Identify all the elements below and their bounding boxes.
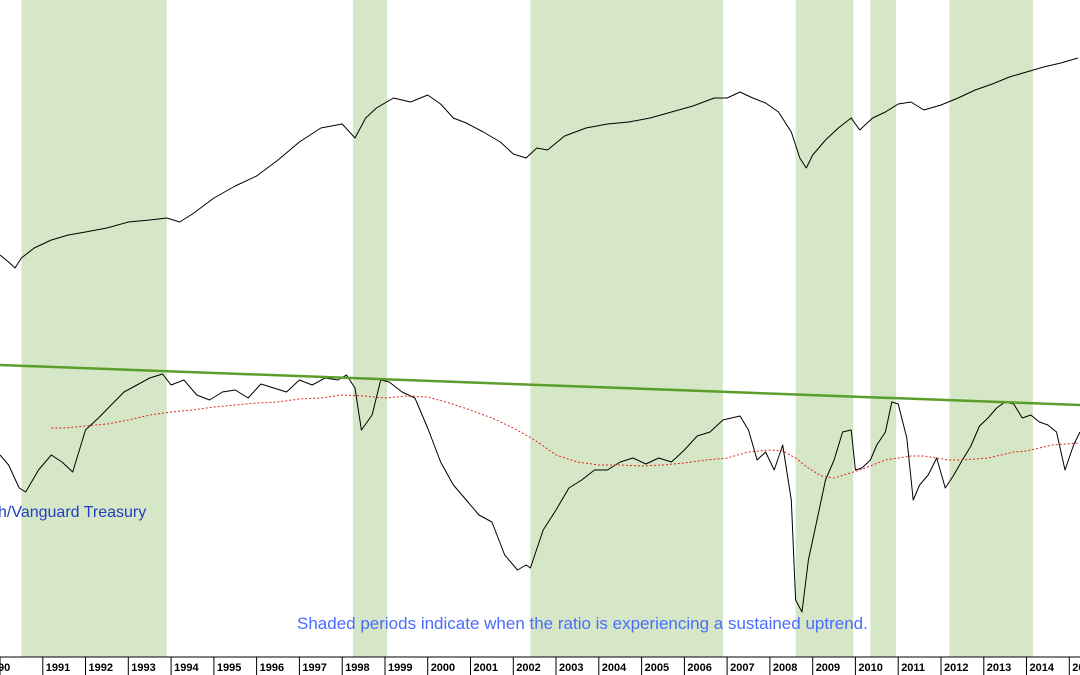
x-tick-label: 2002	[516, 662, 540, 674]
x-tick-label: 1994	[174, 662, 199, 674]
x-tick-label: 2011	[901, 662, 925, 674]
x-tick-label: 1991	[46, 662, 70, 674]
x-tick-label: 90	[0, 662, 10, 674]
x-tick-label: 2005	[645, 662, 669, 674]
x-tick-label: 2010	[858, 662, 882, 674]
x-tick-labels: 90 1991 1992 1993 1994 1995 1996 1997 1998 1999 20…	[0, 662, 1080, 674]
ratio-line	[0, 373, 1080, 613]
moving-average-line	[51, 394, 1078, 479]
x-tick-label: 1993	[131, 662, 155, 674]
shaded-period-1	[21, 0, 167, 657]
x-tick-label: 2006	[687, 662, 711, 674]
x-tick-label: 2001	[474, 662, 498, 674]
price-line	[0, 57, 1079, 269]
shaded-period-6	[949, 0, 1033, 657]
x-tick-label: 1999	[388, 662, 412, 674]
x-tick-label: 1992	[89, 662, 113, 674]
x-axis	[0, 656, 1080, 675]
x-tick-label: 2007	[730, 662, 754, 674]
shaded-periods	[21, 0, 1033, 657]
x-tick-label: 2014	[1030, 662, 1055, 674]
shaded-period-5	[870, 0, 897, 657]
x-tick-label: 20	[1072, 662, 1080, 674]
x-tick-label: 2013	[987, 662, 1011, 674]
x-tick-label: 2008	[773, 662, 797, 674]
x-tick-label: 2003	[559, 662, 583, 674]
x-tick-label: 2012	[944, 662, 968, 674]
x-tick-label: 1996	[260, 662, 284, 674]
x-tick-label: 1997	[302, 662, 326, 674]
shaded-period-4	[795, 0, 854, 657]
x-tick-label: 1995	[217, 662, 241, 674]
trendline-line	[0, 363, 1080, 407]
x-tick-label: 1998	[345, 662, 369, 674]
shaded-period-2	[352, 0, 388, 657]
shading-note: Shaded periods indicate when the ratio i…	[297, 614, 868, 633]
series-lines	[0, 57, 1080, 613]
shaded-period-3	[530, 0, 723, 657]
x-tick-label: 2009	[816, 662, 840, 674]
x-tick-label: 2000	[431, 662, 455, 674]
x-tick-label: 2004	[602, 662, 627, 674]
ratio-series-label: h/Vanguard Treasury	[0, 504, 146, 521]
